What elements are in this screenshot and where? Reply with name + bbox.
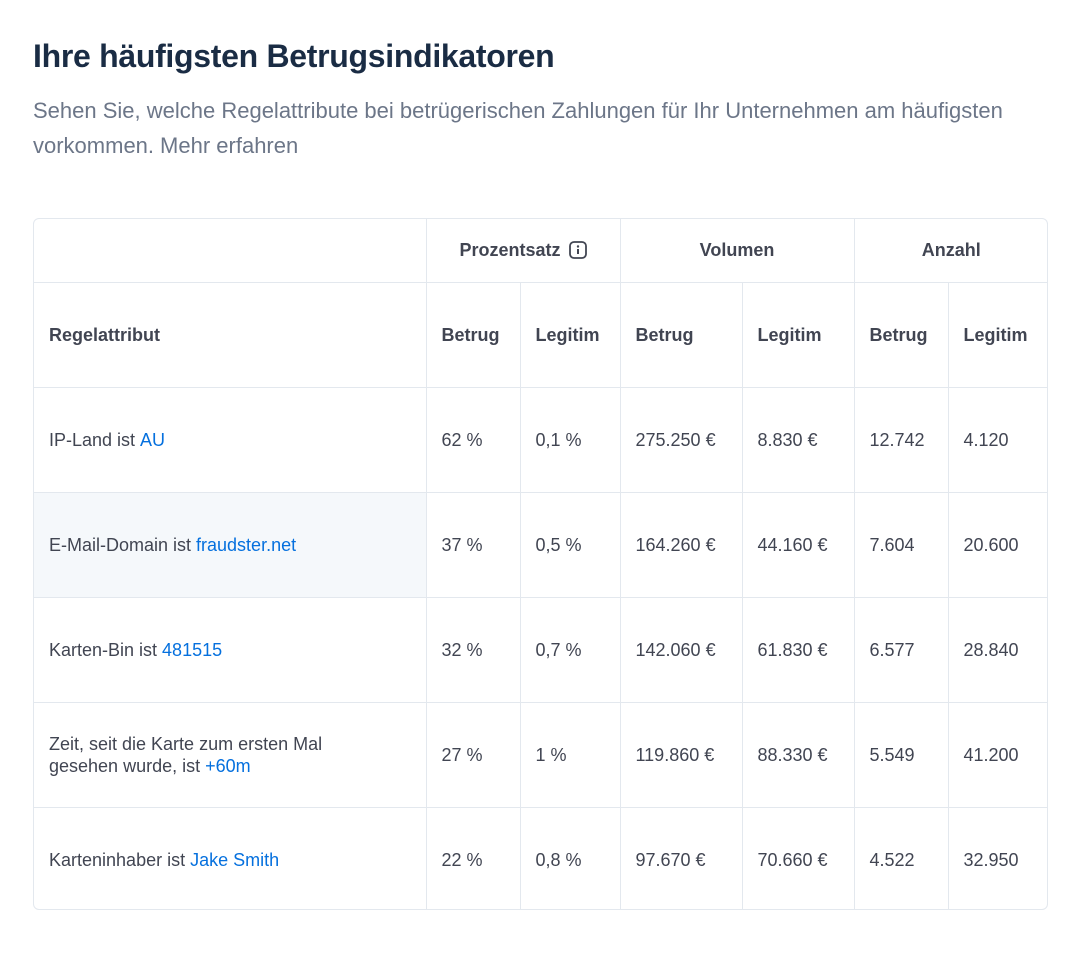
value-cell: 0,8 %: [519, 807, 621, 909]
table: Prozentsatz Volumen Anzahl Regelattribut Bet…: [34, 219, 1047, 909]
column-header-row: Regelattribut Betrug Legitim Betrug Legitim B…: [34, 282, 1047, 388]
value-cell: 1 %: [519, 702, 621, 808]
value-cell: 142.060 €: [619, 597, 743, 703]
data-row: Zeit, seit die Karte zum ersten Mal gese…: [34, 702, 1047, 808]
attribute-text: IP-Land ist: [49, 430, 136, 450]
empty-header: [34, 219, 427, 283]
value-cell: 119.860 €: [619, 702, 743, 808]
attribute-cell: Zeit, seit die Karte zum ersten Mal gese…: [34, 702, 427, 808]
value-cell: 4.120: [947, 387, 1047, 493]
column-header: Betrug: [425, 282, 521, 388]
attribute-cell: E-Mail-Domain ist fraudster.net: [34, 492, 427, 598]
value-cell: 0,5 %: [519, 492, 621, 598]
attribute-cell: Karteninhaber ist Jake Smith: [34, 807, 427, 909]
value-cell: 7.604: [853, 492, 949, 598]
value-cell: 28.840: [947, 597, 1047, 703]
value-cell: 275.250 €: [619, 387, 743, 493]
group-label: Anzahl: [921, 240, 981, 260]
group-header: Volumen: [619, 219, 855, 283]
attribute-value-link[interactable]: Jake Smith: [190, 850, 280, 870]
value-cell: 32.950: [947, 807, 1047, 909]
group-label: Prozentsatz: [459, 240, 561, 260]
group-header: Prozentsatz: [425, 219, 621, 283]
value-cell: 6.577: [853, 597, 949, 703]
column-header: Legitim: [741, 282, 855, 388]
value-cell: 62 %: [425, 387, 521, 493]
value-cell: 20.600: [947, 492, 1047, 598]
subtitle: Sehen Sie, welche Regelattribute bei bet…: [33, 93, 1043, 163]
value-cell: 44.160 €: [741, 492, 855, 598]
value-cell: 37 %: [425, 492, 521, 598]
attribute-value-link[interactable]: AU: [140, 430, 166, 450]
value-cell: 8.830 €: [741, 387, 855, 493]
value-cell: 70.660 €: [741, 807, 855, 909]
data-row: Karten-Bin ist 481515 32 % 0,7 % 142.060 €61…: [34, 597, 1047, 703]
data-row: E-Mail-Domain ist fraudster.net 37 % 0,5 % 1…: [34, 492, 1047, 598]
learn-more-link[interactable]: Mehr erfahren: [160, 133, 299, 158]
subtitle-text: Sehen Sie, welche Regelattribute bei bet…: [33, 98, 1003, 158]
group-header-row: Prozentsatz Volumen Anzahl: [34, 219, 1047, 283]
column-header: Regelattribut: [34, 282, 427, 388]
value-cell: 0,7 %: [519, 597, 621, 703]
value-cell: 97.670 €: [619, 807, 743, 909]
value-cell: 32 %: [425, 597, 521, 703]
value-cell: 27 %: [425, 702, 521, 808]
attribute-text: Karteninhaber ist: [49, 850, 186, 870]
info-icon[interactable]: [568, 241, 587, 259]
table-card: Prozentsatz Volumen Anzahl Regelattribut Bet…: [33, 218, 1048, 910]
group-label: Volumen: [699, 240, 775, 260]
attribute-text: E-Mail-Domain ist: [49, 535, 192, 555]
attribute-text: Karten-Bin ist: [49, 640, 158, 660]
column-header: Betrug: [853, 282, 949, 388]
attribute-value-link[interactable]: 481515: [162, 640, 223, 660]
value-cell: 41.200: [947, 702, 1047, 808]
title: Ihre häufigsten Betrugsindikatoren: [33, 38, 555, 74]
value-cell: 164.260 €: [619, 492, 743, 598]
data-row: IP-Land ist AU 62 % 0,1 % 275.250 €8.830 €12…: [34, 387, 1047, 493]
data-row: Karteninhaber ist Jake Smith 22 % 0,8 % 97.6…: [34, 807, 1047, 909]
attribute-value-link[interactable]: fraudster.net: [196, 535, 297, 555]
attribute-text: Zeit, seit die Karte zum ersten Mal gese…: [49, 734, 323, 776]
attribute-cell: IP-Land ist AU: [34, 387, 427, 493]
value-cell: 0,1 %: [519, 387, 621, 493]
value-cell: 88.330 €: [741, 702, 855, 808]
value-cell: 5.549: [853, 702, 949, 808]
value-cell: 22 %: [425, 807, 521, 909]
column-header: Legitim: [519, 282, 621, 388]
attribute-value-link[interactable]: +60m: [205, 756, 251, 776]
column-header: Betrug: [619, 282, 743, 388]
value-cell: 12.742: [853, 387, 949, 493]
value-cell: 4.522: [853, 807, 949, 909]
column-header: Legitim: [947, 282, 1047, 388]
value-cell: 61.830 €: [741, 597, 855, 703]
attribute-cell: Karten-Bin ist 481515: [34, 597, 427, 703]
group-header: Anzahl: [853, 219, 1047, 283]
